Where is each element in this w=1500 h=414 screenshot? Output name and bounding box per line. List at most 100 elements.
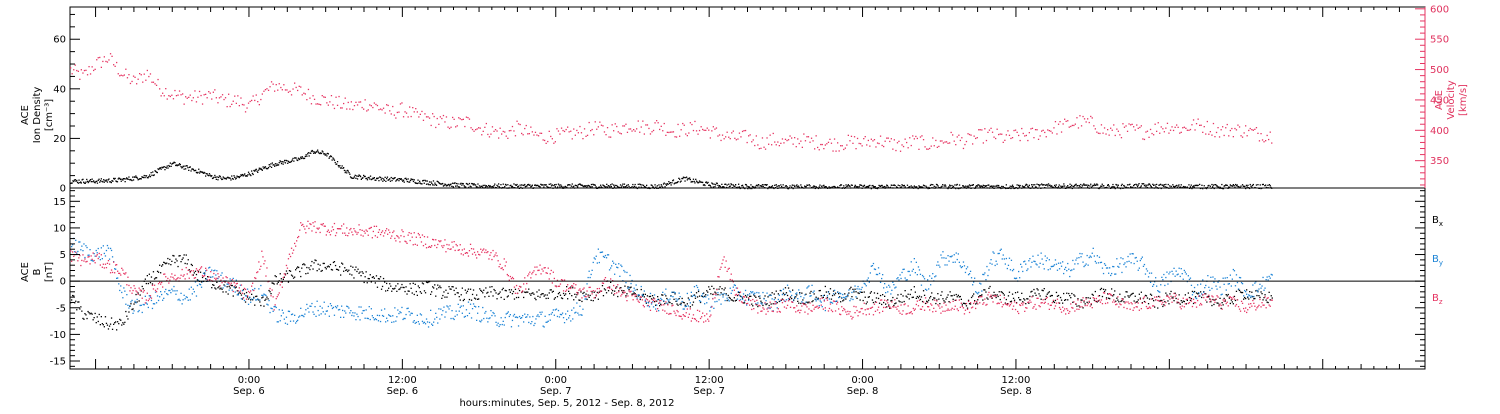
density-series-point (298, 158, 300, 161)
velocity-series-point (827, 141, 830, 143)
density-series-point (1199, 183, 1201, 186)
density-series-point (1146, 186, 1149, 189)
b-series-by-point (759, 295, 761, 297)
b-series-bz-point (135, 290, 137, 292)
b-series-by-point (499, 324, 501, 326)
b-series-bx-point (242, 289, 245, 291)
b-series-bx-point (539, 296, 541, 298)
b-series-bx-point (1233, 295, 1236, 298)
density-series-point (787, 187, 789, 190)
density-series-point (503, 187, 505, 189)
b-series-by-point (342, 309, 344, 312)
b-series-bx-point (136, 301, 138, 303)
b-series-by-point (384, 308, 386, 310)
b-series-by-point (751, 292, 753, 294)
density-series-point (906, 184, 909, 186)
density-series-point (215, 178, 217, 180)
density-series-point (1229, 184, 1231, 186)
b-series-bz-point (71, 260, 73, 262)
b-series-by-point (586, 283, 588, 285)
b-series-by-point (1023, 261, 1025, 263)
density-series-point (116, 180, 118, 183)
b-series-bz-point (162, 286, 164, 288)
b-series-bx-point (869, 292, 871, 294)
density-series-point (478, 187, 480, 189)
b-series-bx-point (380, 288, 383, 290)
density-series-point (239, 175, 241, 178)
b-series-bz-point (207, 279, 209, 281)
b-series-bz-point (240, 284, 243, 286)
density-series-point (466, 183, 468, 185)
b-series-bx-point (102, 324, 104, 326)
density-series-point (193, 170, 195, 172)
density-series-point (1030, 187, 1032, 189)
density-series-point (175, 164, 177, 167)
density-series-point (649, 187, 652, 189)
b-series-by-point (1076, 257, 1078, 259)
b-series-bx-point (1121, 300, 1123, 302)
b-series-bx-point (174, 261, 176, 264)
velocity-series-point (583, 128, 586, 130)
b-series-by-point (328, 315, 330, 317)
b-series-by-point (445, 311, 447, 313)
density-series-point (1034, 186, 1037, 188)
density-series-point (896, 186, 898, 188)
b-series-bx-point (729, 297, 731, 299)
b-series-bx-point (176, 260, 178, 262)
b-series-bx-point (188, 269, 190, 271)
b-series-bx-point (111, 328, 114, 330)
velocity-series-point (471, 128, 474, 131)
b-series-by-point (1176, 274, 1178, 276)
b-series-bx-point (645, 302, 647, 304)
velocity-series-point (330, 95, 333, 97)
density-series-point (237, 176, 239, 178)
b-series-bz-point (277, 294, 279, 296)
velocity-series-point (507, 137, 509, 139)
b-series-by-point (900, 277, 902, 280)
density-series-point (597, 187, 599, 189)
b-series-by-point (684, 305, 686, 308)
b-series-by-point (686, 292, 688, 295)
density-series-point (626, 186, 629, 189)
b-series-by-point (413, 320, 415, 322)
density-series-point (325, 153, 327, 155)
density-series-point (1004, 187, 1006, 189)
b-series-bx-point (617, 295, 619, 298)
velocity-series-point (643, 133, 645, 135)
velocity-series-point (215, 97, 217, 99)
b-series-by-point (1161, 276, 1163, 278)
density-series-point (286, 160, 288, 162)
b-series-by-point (834, 300, 837, 303)
density-series-point (149, 174, 151, 176)
velocity-series-point (151, 81, 153, 83)
density-series-point (174, 162, 176, 164)
b-series-by-point (1246, 293, 1248, 295)
density-series-point (748, 186, 750, 188)
density-series-point (544, 184, 546, 186)
density-series-point (1124, 187, 1126, 189)
b-series-by-point (329, 303, 332, 305)
b-series-by-point (620, 264, 622, 266)
b-series-bx-point (488, 295, 490, 297)
b-series-by-point (865, 285, 867, 287)
b-series-bx-point (683, 302, 685, 304)
b-series-by-point (771, 298, 773, 300)
density-series-point (768, 186, 770, 188)
b-series-by-point (962, 261, 965, 263)
velocity-series-point (1240, 135, 1242, 137)
b-series-bx-point (1261, 293, 1263, 295)
density-series-point (140, 178, 142, 180)
density-series-point (177, 164, 179, 166)
b-series-by-point (1182, 278, 1184, 280)
b-series-bx-point (144, 278, 146, 280)
density-series-point (1085, 184, 1087, 186)
b-series-by-point (775, 301, 777, 303)
density-series-point (514, 184, 517, 186)
b-series-bx-point (506, 296, 508, 298)
b-series-bx-point (113, 323, 115, 325)
velocity-series-point (706, 127, 708, 129)
b-series-bx-point (1076, 305, 1078, 307)
b-series-bx-point (983, 289, 985, 291)
b-series-by-point (736, 298, 739, 300)
velocity-series-point (849, 140, 851, 142)
